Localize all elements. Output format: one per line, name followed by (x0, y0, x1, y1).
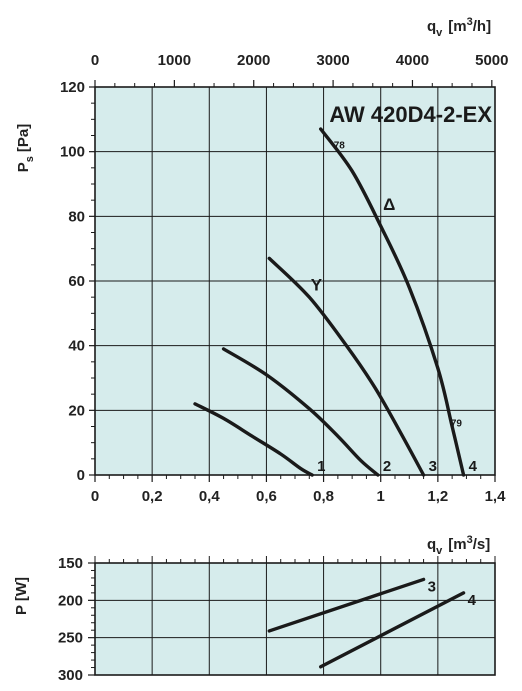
power-y-tick-label: 200 (58, 592, 83, 609)
wiring-annotation: Δ (383, 195, 395, 214)
power-grid (94, 556, 496, 676)
power-y-tick-label: 300 (58, 667, 83, 684)
curve-label-2: 2 (383, 458, 391, 475)
flow-s-label-unit-pre: [m (448, 536, 466, 553)
flow-x-axis-label: qv [m3/s] (427, 534, 490, 557)
flow-secondary-tick-label: 3000 (316, 52, 349, 69)
pressure-y-tick-label: 60 (68, 273, 85, 290)
wiring-annotation: Y (311, 276, 323, 295)
pressure-label-unit: [Pa] (15, 124, 32, 152)
power-plot-area (94, 562, 496, 676)
power-y-ticks: 150 200 250 300 (58, 555, 95, 684)
power-y-tick-label: 150 (58, 555, 83, 572)
flow-s-label-unit-post: /s] (473, 536, 491, 553)
flow-h-label-main: q (427, 18, 436, 35)
power-curve-label-4: 4 (468, 592, 477, 609)
flow-h-label-unit-post: /h] (473, 18, 491, 35)
pressure-label-sub: s (24, 156, 36, 162)
curve-label-4: 4 (469, 458, 478, 475)
flow-secondary-tick-label: 4000 (396, 52, 429, 69)
power-y-tick-label: 250 (58, 630, 83, 647)
pressure-curves (193, 127, 466, 477)
flow-secondary-tick-label: 1000 (158, 52, 191, 69)
pressure-y-axis-label: Ps [Pa] (15, 124, 36, 172)
flow-secondary-x-ticks: 0 1000 2000 3000 4000 5000 (91, 52, 509, 87)
power-curve-3 (267, 577, 426, 633)
flow-s-label-unit-sup: 3 (467, 534, 473, 546)
pressure-y-tick-label: 120 (60, 79, 85, 96)
pressure-y-tick-label: 40 (68, 338, 85, 355)
flow-x-tick-label: 1 (377, 488, 385, 505)
pressure-y-tick-label: 80 (68, 208, 85, 225)
flow-secondary-tick-label: 2000 (237, 52, 270, 69)
flow-x-tick-label: 0 (91, 488, 99, 505)
pressure-y-tick-label: 0 (77, 467, 85, 484)
flow-h-label-unit-sup: 3 (467, 16, 473, 28)
efficiency-annotation: 79 (451, 419, 463, 430)
power-curve-label-3: 3 (428, 578, 436, 595)
pressure-curve-4 (319, 127, 466, 477)
power-curve-labels: 34 (428, 578, 477, 608)
pressure-curve-3 (267, 256, 426, 477)
flow-secondary-tick-label: 0 (91, 52, 99, 69)
flow-h-label-unit-pre: [m (448, 18, 466, 35)
flow-x-tick-label: 1,4 (485, 488, 507, 505)
curve-labels: 1 2 3 4 78 79 Δ Y (311, 140, 478, 475)
power-curve-4 (319, 591, 466, 669)
chart-title: AW 420D4-2-EX (329, 102, 492, 127)
efficiency-annotation: 78 (334, 140, 346, 151)
flow-s-label-main: q (427, 536, 436, 553)
power-y-axis-label: P [W] (13, 577, 30, 615)
power-curves (267, 577, 466, 669)
flow-x-tick-label: 1,2 (427, 488, 448, 505)
flow-s-label-sub: v (436, 545, 443, 557)
flow-x-tick-label: 0,6 (256, 488, 277, 505)
flow-secondary-x-axis-label: qv [m3/h] (427, 16, 491, 39)
flow-x-ticks: 0 0,2 0,4 0,6 0,8 1 1,2 1,4 (91, 475, 506, 505)
pressure-label-main: P (15, 162, 32, 172)
pressure-y-ticks: 0 20 40 60 80 100 120 (60, 79, 95, 484)
pressure-y-tick-label: 100 (60, 144, 85, 161)
flow-secondary-tick-label: 5000 (475, 52, 508, 69)
flow-h-label-sub: v (436, 27, 443, 39)
flow-x-tick-label: 0,2 (142, 488, 163, 505)
curve-label-1: 1 (317, 458, 325, 475)
pressure-y-tick-label: 20 (68, 402, 85, 419)
curve-label-3: 3 (429, 458, 437, 475)
pressure-curve-1 (193, 402, 314, 477)
flow-x-tick-label: 0,8 (313, 488, 334, 505)
flow-x-tick-label: 0,4 (199, 488, 221, 505)
pressure-curve-2 (221, 347, 380, 477)
